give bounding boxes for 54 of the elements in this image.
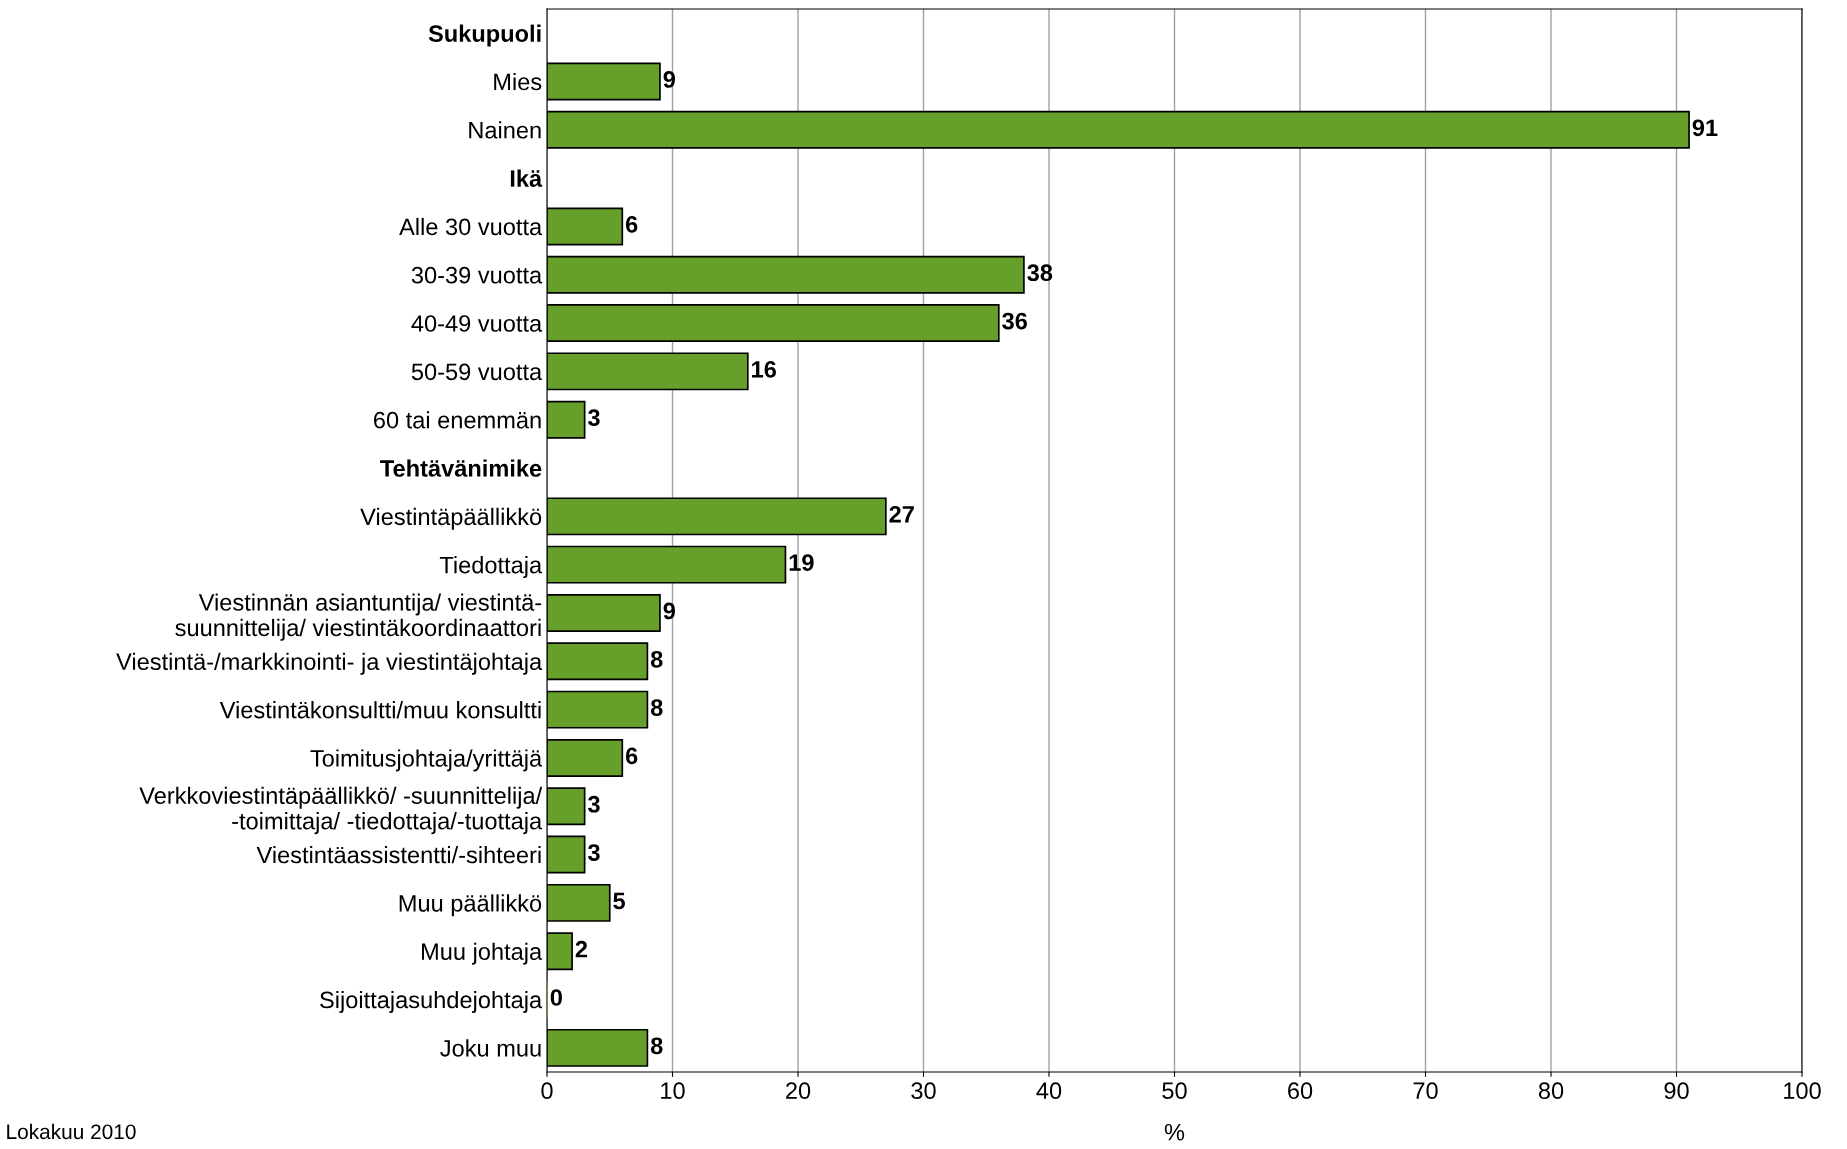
data-label: 27 — [889, 505, 914, 523]
y-tick-label: Viestintä-/markkinointi- ja viestintäjohtaja — [116, 652, 543, 675]
y-tick-label: Tehtävänimike — [380, 459, 542, 477]
y-tick-label: Viestintäkonsultti/muu konsultti — [219, 701, 541, 719]
y-tick-label: Muu johtaja — [422, 942, 543, 965]
y-tick-label: 30-39 vuotta — [411, 266, 543, 284]
y-tick-label: 40-49 vuotta — [411, 315, 543, 332]
data-label: 8 — [650, 1037, 663, 1055]
x-tick-label: 10 — [661, 1082, 685, 1100]
data-label: 3 — [587, 795, 600, 813]
data-label: 36 — [1002, 312, 1027, 330]
data-label: 2 — [575, 940, 588, 958]
data-label: 6 — [625, 747, 638, 765]
x-tick-label: 60 — [1288, 1082, 1313, 1100]
x-tick-label: 50 — [1162, 1082, 1187, 1100]
data-label: 3 — [587, 409, 600, 427]
y-tick-label: Sijoittajasuhdejohtaja — [320, 990, 543, 1013]
y-tick-label: Viestintäpäällikkö — [360, 507, 542, 530]
x-tick-label: 30 — [911, 1082, 936, 1100]
data-label: 5 — [613, 892, 625, 910]
data-label: 8 — [650, 699, 663, 716]
data-label: 91 — [1692, 119, 1718, 137]
data-label: 8 — [650, 650, 663, 668]
y-tick-label: Tiedottaja — [439, 556, 543, 579]
data-label: 6 — [625, 216, 638, 233]
y-tick-label: Sukupuoli — [428, 24, 541, 47]
data-label: 9 — [663, 71, 675, 88]
x-tick-label: 70 — [1413, 1082, 1438, 1100]
data-label: 38 — [1027, 264, 1053, 282]
data-label: 9 — [663, 602, 675, 620]
data-label: 0 — [550, 989, 562, 1006]
y-tick-label: Muu päällikkö — [399, 894, 542, 917]
data-label: 19 — [789, 554, 814, 571]
y-tick-label: Verkkoviestintäpäällikkö/ -suunnittelija/ -toimittaja/ -tiedottaja/-tuottaja — [139, 786, 543, 835]
y-tick-label: Ikä — [510, 169, 543, 187]
y-tick-label: Viestintäassistentti/-sihteeri — [256, 846, 541, 864]
x-tick-label: 80 — [1538, 1082, 1564, 1100]
y-tick-label: Mies — [494, 72, 542, 91]
y-tick-label: 50-59 vuotta — [411, 363, 543, 381]
data-label: 3 — [587, 844, 600, 861]
x-tick-label: 40 — [1036, 1082, 1062, 1100]
text: Lokakuu 2010 — [7, 1123, 136, 1140]
y-tick-label: Toimitusjohtaja/yrittäjä — [310, 749, 543, 772]
x-tick-label: 90 — [1664, 1082, 1689, 1100]
y-tick-label: Joku muu — [440, 1039, 541, 1057]
data-label: 16 — [752, 361, 776, 378]
y-tick-label: Viestinnän asiantuntija/ viestintä- suunnittelija/ viestintäkoordinaattori — [175, 593, 542, 641]
x-tick-label: 20 — [786, 1082, 811, 1100]
x-tick-label: 0 — [541, 1082, 553, 1100]
y-tick-label: Nainen — [469, 121, 541, 139]
y-tick-label: 60 tai enemmän — [374, 411, 541, 429]
x-axis-title: % — [1164, 1123, 1185, 1141]
y-tick-label: Alle 30 vuotta — [399, 217, 543, 236]
x-tick-label: 100 — [1784, 1082, 1821, 1100]
